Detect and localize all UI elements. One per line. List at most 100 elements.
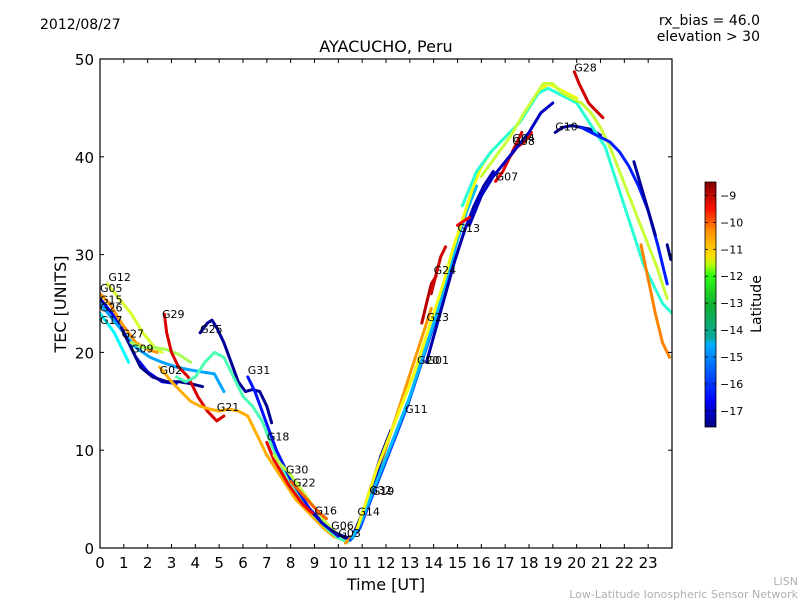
satellite-label-g21: G21 (217, 401, 240, 414)
satellite-label-g12: G12 (108, 271, 131, 284)
series-g28 (572, 70, 605, 120)
satellite-label-g17: G17 (100, 314, 123, 327)
elevation-label: elevation > 30 (656, 29, 760, 45)
y-tick-label: 40 (75, 149, 94, 167)
series-g02 (158, 365, 345, 542)
y-axis: 0 10 20 30 40 50 (75, 51, 672, 558)
y-axis-label: TEC [UNITS] (51, 256, 70, 354)
x-tick-label: 21 (591, 554, 610, 572)
x-tick-label: 0 (95, 554, 105, 572)
satellite-label-g32: G32 (369, 484, 392, 497)
satellite-label-g26: G26 (100, 301, 123, 314)
satellite-label-g30: G30 (286, 464, 309, 477)
series-g08 (467, 101, 555, 227)
satellite-label-g20: G20 (417, 354, 440, 367)
x-tick-label: 3 (167, 554, 177, 572)
colorbar-tick-label: −16 (720, 378, 743, 391)
satellite-label-g22: G22 (293, 476, 316, 489)
x-tick-label: 13 (400, 554, 419, 572)
colorbar-tick-label: −9 (720, 189, 736, 202)
colorbar-tick-label: −17 (720, 405, 743, 418)
satellite-label-g02: G02 (160, 364, 183, 377)
series-g09 (129, 341, 193, 364)
colorbar-ticks: −17 −16 −15 −14 −13 −12 −11 −10 −9 (705, 189, 743, 418)
colorbar-tick-label: −12 (720, 270, 743, 283)
series-g25 (198, 318, 274, 425)
satellite-label-g09: G09 (131, 342, 154, 355)
x-tick-label: 6 (238, 554, 248, 572)
series-g17 (100, 311, 131, 364)
satellite-label-g04: G04 (512, 132, 535, 145)
satellite-label-g06: G06 (331, 519, 354, 532)
colorbar-tick-label: −14 (720, 324, 743, 337)
satellite-label-g03: G03 (338, 527, 361, 540)
x-tick-label: 23 (639, 554, 658, 572)
x-tick-label: 18 (519, 554, 538, 572)
satellite-label-g13: G13 (458, 222, 481, 235)
x-tick-label: 22 (615, 554, 634, 572)
x-tick-label: 7 (262, 554, 272, 572)
series-g22 (289, 480, 328, 521)
colorbar-tick-label: −13 (720, 297, 743, 310)
satellite-label-g01: G01 (427, 354, 450, 367)
x-tick-label: 19 (543, 554, 562, 572)
colorbar-label: Latitude (749, 275, 765, 333)
credit-lisn: LISN (773, 575, 798, 588)
satellite-label-g27: G27 (121, 328, 144, 341)
x-axis-label: Time [UT] (346, 575, 425, 594)
series-s-b (479, 82, 669, 301)
x-tick-label: 1 (119, 554, 129, 572)
series-g29 (162, 312, 226, 423)
satellite-label-g10: G10 (555, 120, 578, 133)
satellite-label-g15: G15 (100, 294, 123, 307)
series-g24 (429, 245, 448, 296)
satellite-label-g16: G16 (315, 505, 338, 518)
satellite-label-g29: G29 (162, 308, 185, 321)
y-tick-label: 30 (75, 247, 94, 265)
colorbar-tick-label: −15 (720, 351, 743, 364)
chart-title: AYACUCHO, Peru (319, 37, 453, 56)
x-tick-label: 20 (567, 554, 586, 572)
satellite-label-g11: G11 (405, 403, 428, 416)
series-g10 (553, 124, 602, 137)
x-tick-label: 15 (448, 554, 467, 572)
series-g20 (355, 82, 579, 530)
x-tick-label: 17 (496, 554, 515, 572)
series-layer (100, 70, 672, 545)
series-g27 (120, 326, 204, 389)
series-s-e (632, 160, 657, 237)
satellite-label-g18: G18 (267, 430, 290, 443)
series-g05 (100, 292, 159, 354)
colorbar-tick-label: −10 (720, 216, 743, 229)
y-tick-label: 20 (75, 344, 94, 362)
x-tick-label: 14 (424, 554, 443, 572)
x-tick-label: 11 (353, 554, 372, 572)
date-label: 2012/08/27 (40, 17, 121, 33)
satellite-label-g31: G31 (248, 364, 271, 377)
satellite-label-g14: G14 (357, 506, 380, 519)
satellite-label-g07: G07 (496, 170, 519, 183)
x-tick-label: 10 (329, 554, 348, 572)
satellite-label-g23: G23 (427, 311, 450, 324)
satellite-label-g24: G24 (434, 264, 457, 277)
x-tick-label: 9 (310, 554, 320, 572)
x-tick-label: 2 (143, 554, 153, 572)
colorbar: −17 −16 −15 −14 −13 −12 −11 −10 −9 Latitude (704, 181, 765, 428)
satellite-label-g28: G28 (574, 62, 597, 75)
y-tick-label: 10 (75, 442, 94, 460)
series-g13 (456, 215, 471, 227)
satellite-label-g19: G19 (372, 485, 395, 498)
credit-network: Low-Latitude Ionospheric Sensor Network (569, 588, 798, 601)
x-tick-label: 4 (191, 554, 201, 572)
credit: LISN Low-Latitude Ionospheric Sensor Net… (569, 575, 798, 601)
plot-parameters: rx_bias = 46.0 elevation > 30 (657, 13, 760, 45)
series-s-a (460, 86, 672, 315)
x-tick-label: 5 (214, 554, 224, 572)
plot-frame (99, 58, 673, 549)
y-tick-label: 0 (84, 540, 94, 558)
series-g11 (351, 184, 479, 540)
y-tick-label: 50 (75, 51, 94, 69)
colorbar-tick-label: −11 (720, 243, 743, 256)
